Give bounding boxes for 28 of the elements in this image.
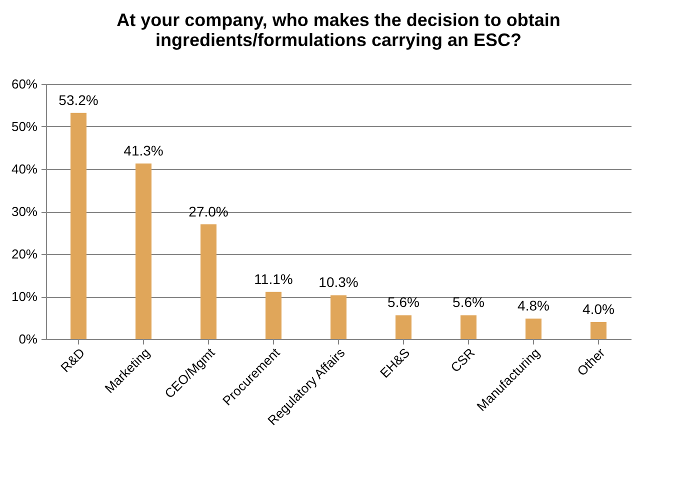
x-tick-label: CSR: [448, 345, 478, 376]
y-tick-label: 20%: [11, 246, 38, 262]
data-label: 27.0%: [188, 203, 228, 220]
data-label: 53.2%: [58, 92, 98, 108]
data-label: 5.6%: [388, 294, 420, 310]
y-tick-label: 50%: [11, 119, 38, 134]
bar: [396, 315, 412, 339]
data-label: 4.0%: [582, 301, 614, 317]
y-tick-label: 10%: [11, 289, 38, 304]
bar: [526, 318, 542, 339]
data-label: 11.1%: [254, 270, 293, 287]
y-tick-label: 0%: [18, 332, 38, 346]
bar: [200, 224, 216, 339]
y-tick-label: 30%: [11, 204, 38, 219]
text: ingredients/formulations carrying an ESC?: [155, 30, 522, 50]
bar: [330, 295, 346, 339]
y-tick-label: 60%: [11, 76, 38, 92]
bar: [266, 292, 282, 339]
data-label: 4.8%: [518, 298, 550, 314]
bar: [136, 163, 152, 339]
bar: [590, 322, 606, 339]
text: At your company, who makes the decision to obtain: [116, 10, 560, 30]
bar: [460, 315, 476, 339]
y-tick-label: 40%: [11, 162, 38, 176]
bar: [70, 112, 86, 339]
data-label: 5.6%: [452, 294, 484, 310]
data-label: 10.3%: [318, 274, 358, 290]
data-label: 41.3%: [124, 142, 164, 158]
